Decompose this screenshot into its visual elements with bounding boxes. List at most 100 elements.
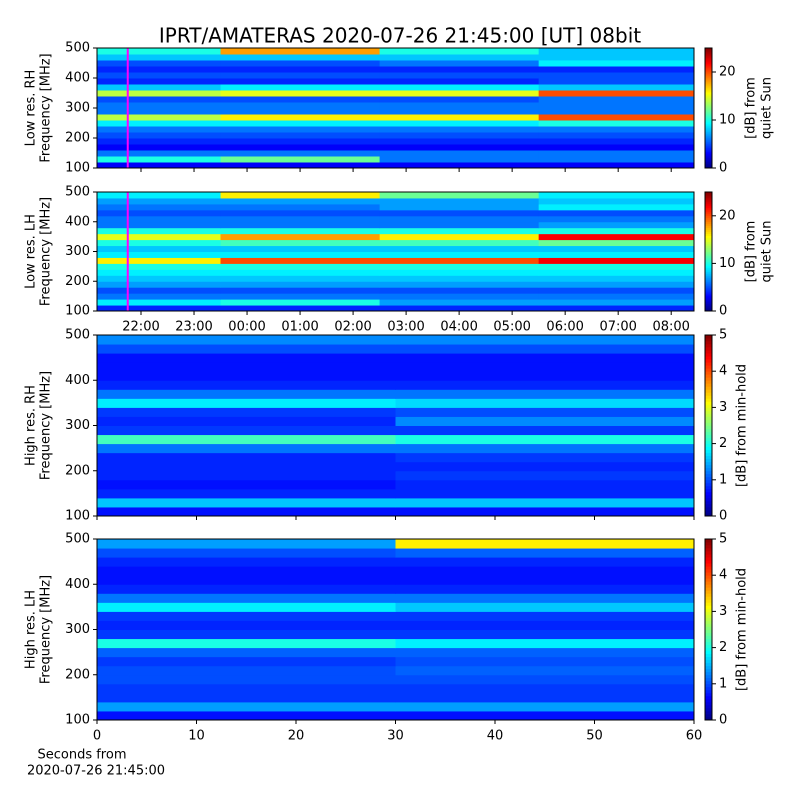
colorbar-segment — [705, 395, 712, 399]
heatmap-cell — [97, 611, 396, 621]
colorbar-segment — [705, 239, 712, 242]
heatmap-cell — [97, 452, 396, 463]
heatmap-cell — [395, 380, 694, 390]
heatmap-cell — [220, 281, 381, 288]
heatmap-cell — [97, 665, 396, 676]
heatmap-cell — [97, 114, 222, 121]
x-tick-label: 01:00 — [281, 320, 318, 335]
colorbar-segment — [705, 192, 712, 195]
heatmap-cell — [97, 269, 222, 276]
y-tick-label: 500 — [65, 328, 90, 343]
colorbar-segment — [705, 227, 712, 231]
heatmap-cell — [379, 96, 540, 103]
heatmap-cell — [395, 584, 694, 594]
heatmap-cell — [220, 263, 381, 270]
heatmap-cell — [97, 203, 222, 211]
colorbar-segment — [705, 509, 712, 514]
colorbar-segment — [705, 356, 712, 360]
heatmap-cell — [97, 48, 222, 55]
colorbar-segment — [705, 285, 712, 288]
heatmap-cell — [97, 566, 396, 576]
heatmap-cell — [538, 60, 694, 67]
heatmap-cell — [379, 54, 540, 61]
heatmap-cell — [97, 443, 396, 454]
heatmap-cell — [97, 102, 222, 109]
heatmap-cell — [379, 90, 540, 97]
colorbar-segment — [705, 656, 712, 661]
colorbar-segment — [705, 374, 712, 378]
heatmap-cell — [395, 497, 694, 508]
colorbar-segment — [705, 704, 712, 709]
colorbar-segment — [705, 422, 712, 426]
heatmap-cell — [379, 221, 540, 229]
x-tick-label: 23:00 — [175, 320, 212, 335]
heatmap-cell — [220, 54, 381, 61]
colorbar: 0 1 2 3 4 5 [dB] from min-hold — [704, 328, 750, 524]
colorbar-segment — [705, 150, 712, 153]
heatmap-cell — [97, 371, 396, 381]
colorbar-segment — [705, 110, 712, 113]
colorbar-segment — [705, 164, 712, 167]
colorbar-segment — [705, 120, 712, 123]
heatmap-cell — [379, 305, 540, 311]
colorbar-segment — [705, 50, 712, 53]
colorbar-tick-label: 0 — [719, 304, 727, 319]
colorbar-segment — [705, 563, 712, 567]
colorbar-segment — [705, 464, 712, 469]
colorbar-segment — [705, 443, 712, 448]
heatmap — [97, 539, 694, 720]
heatmap-cell — [97, 257, 222, 264]
heatmap-cell — [220, 245, 381, 252]
heatmap-cell — [379, 299, 540, 306]
heatmap-cell — [220, 144, 381, 151]
heatmap-cell — [97, 710, 396, 720]
colorbar-segment — [705, 569, 712, 573]
panel: 100 200 300 400 500 High res. RH Frequency [MH… — [24, 328, 750, 524]
colorbar-label: [dB] from min-hold — [735, 364, 750, 487]
colorbar-frame — [704, 538, 713, 721]
heatmap-cell — [379, 120, 540, 127]
colorbar-segment — [705, 223, 712, 227]
colorbar-segment — [705, 126, 712, 129]
heatmap-cell — [97, 126, 222, 133]
heatmap-cell — [538, 72, 694, 79]
colorbar-segment — [705, 335, 712, 339]
colorbar-segment — [705, 229, 712, 233]
colorbar-segment — [705, 106, 712, 109]
heatmap-cell — [395, 611, 694, 621]
colorbar-segment — [705, 398, 712, 402]
heatmap-cell — [97, 683, 396, 694]
colorbar-segment — [705, 365, 712, 369]
heatmap-cell — [97, 647, 396, 658]
heatmap-cell — [220, 162, 381, 168]
heatmap-cell — [220, 251, 381, 258]
colorbar-segment — [705, 488, 712, 493]
colorbar-segment — [705, 60, 712, 63]
heatmap-cell — [395, 488, 694, 499]
colorbar-segment — [705, 599, 712, 603]
colorbar-segment — [705, 566, 712, 570]
colorbar-segment — [705, 431, 712, 435]
heatmap-cell — [220, 209, 381, 217]
colorbar-segment — [705, 626, 712, 630]
colorbar-segment — [705, 590, 712, 594]
x-tick-label: 02:00 — [334, 320, 371, 335]
colorbar-segment — [705, 138, 712, 141]
heatmap-cell — [395, 647, 694, 658]
heatmap-cell — [97, 548, 396, 558]
y-tick-label: 200 — [65, 463, 90, 478]
x-tick-label: 03:00 — [387, 320, 424, 335]
colorbar-segment — [705, 455, 712, 460]
colorbar-segment — [705, 100, 712, 103]
colorbar-segment — [705, 162, 712, 165]
colorbar-segment — [705, 506, 712, 511]
heatmap-cell — [220, 84, 381, 91]
heatmap-cell — [97, 539, 396, 549]
colorbar-segment — [705, 237, 712, 240]
heatmap-cell — [97, 593, 396, 603]
x-tick-label: 05:00 — [493, 320, 530, 335]
colorbar-label: quiet Sun — [760, 77, 775, 139]
heatmap-cell — [97, 575, 396, 585]
x-tick-label: 00:00 — [228, 320, 265, 335]
